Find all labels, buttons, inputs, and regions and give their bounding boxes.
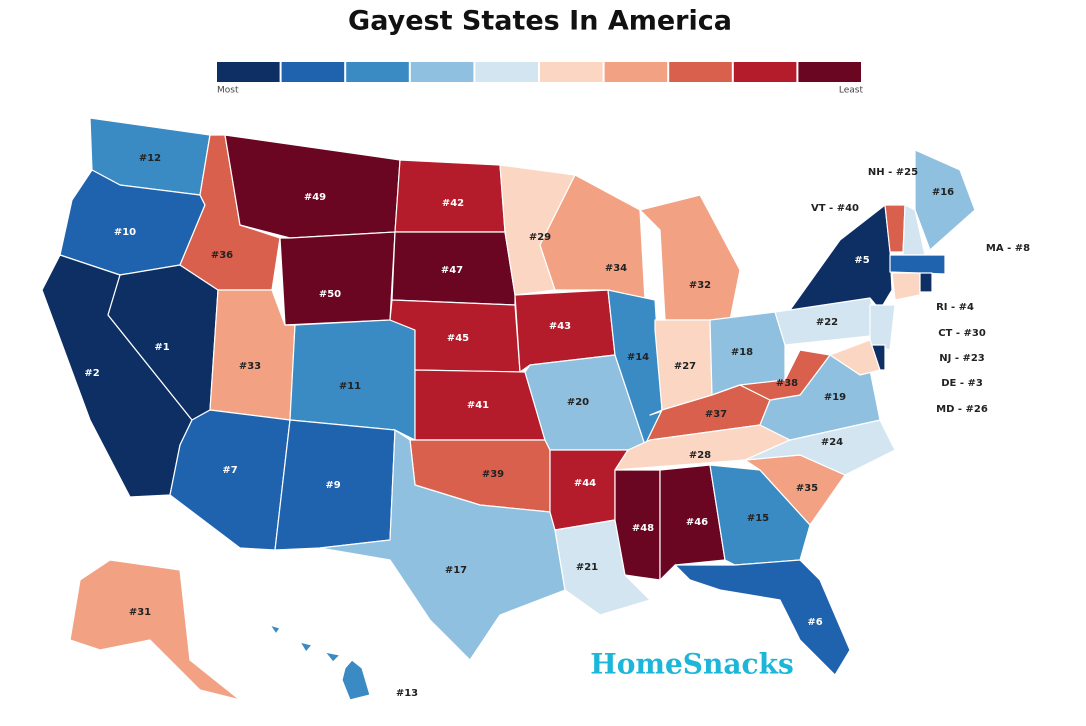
legend-swatch xyxy=(540,62,603,82)
state xyxy=(341,659,371,701)
state-label: #45 xyxy=(447,333,469,344)
state-label: #15 xyxy=(747,513,769,524)
state-label: DE - #3 xyxy=(941,378,983,389)
state-label: #13 xyxy=(396,688,418,699)
state-label: RI - #4 xyxy=(936,302,974,313)
state-label: #18 xyxy=(731,347,753,358)
state-label: #36 xyxy=(211,250,233,261)
state xyxy=(891,272,921,301)
state xyxy=(914,149,976,251)
legend-swatch xyxy=(798,62,861,82)
state xyxy=(919,272,933,293)
state-label: #7 xyxy=(222,465,237,476)
state-label: #34 xyxy=(605,263,627,274)
state-label: MD - #26 xyxy=(936,404,988,415)
state xyxy=(169,409,291,551)
state-label: #46 xyxy=(686,517,708,528)
state-label: NJ - #23 xyxy=(939,353,985,364)
state-label: #42 xyxy=(442,198,464,209)
state xyxy=(279,231,396,326)
state-label: #1 xyxy=(154,342,169,353)
state xyxy=(69,559,241,701)
legend-swatch xyxy=(217,62,280,82)
state-label: CT - #30 xyxy=(938,328,986,339)
labels: #12 #10 #2 #1 #36 #49 #50 #33 #11 #7 #9 #42 #47 #45 #4… xyxy=(84,153,1030,699)
state-label: #39 xyxy=(482,469,504,480)
legend-swatch xyxy=(410,62,474,82)
state-label: #11 xyxy=(339,381,361,392)
state xyxy=(394,159,506,233)
state xyxy=(299,641,313,653)
legend-swatch xyxy=(475,62,538,82)
brand: HomeSnacks xyxy=(590,648,794,681)
state-label: #50 xyxy=(319,289,341,300)
legend-swatch xyxy=(604,62,668,82)
state-label: #17 xyxy=(445,565,467,576)
state xyxy=(674,559,851,676)
state xyxy=(789,204,893,311)
state-label: #37 xyxy=(705,409,727,420)
state-label: #22 xyxy=(816,317,838,328)
state-label: #48 xyxy=(632,523,654,534)
title: Gayest States In America xyxy=(348,6,732,37)
state-label: #43 xyxy=(549,321,571,332)
state xyxy=(869,304,896,351)
state-label: #5 xyxy=(854,255,869,266)
state-label: #6 xyxy=(807,617,822,628)
state-label: #19 xyxy=(824,392,846,403)
state-label: #35 xyxy=(796,483,818,494)
state-label: #14 xyxy=(627,352,649,363)
state-label: #16 xyxy=(932,187,954,198)
state xyxy=(659,464,726,581)
legend-swatch xyxy=(346,62,409,82)
state-label: #28 xyxy=(689,450,711,461)
state-label: #47 xyxy=(441,265,463,276)
state-label: #20 xyxy=(567,397,589,408)
state xyxy=(224,134,401,239)
legend-min-label: Most xyxy=(217,86,239,96)
state-label: #29 xyxy=(529,232,551,243)
state-label: #41 xyxy=(467,400,489,411)
state-label: #9 xyxy=(325,480,340,491)
state xyxy=(889,254,946,275)
state xyxy=(269,624,281,635)
legend-max-label: Least xyxy=(839,86,864,96)
state xyxy=(209,289,296,421)
states xyxy=(41,117,976,701)
state-label: #38 xyxy=(776,378,798,389)
state-label: #21 xyxy=(576,562,598,573)
state xyxy=(614,469,661,581)
state-label: #49 xyxy=(304,192,326,203)
legend-swatch xyxy=(669,62,732,82)
state-label: MA - #8 xyxy=(986,243,1030,254)
state-label: #33 xyxy=(239,361,261,372)
state-label: #27 xyxy=(674,361,696,372)
legend-swatch xyxy=(281,62,345,82)
state-label: #12 xyxy=(139,153,161,164)
state-label: #31 xyxy=(129,607,151,618)
state-label: NH - #25 xyxy=(868,167,918,178)
state-label: #24 xyxy=(821,437,843,448)
legend xyxy=(217,62,861,82)
state xyxy=(829,339,881,376)
state-label: #10 xyxy=(114,227,136,238)
state-label: #2 xyxy=(84,368,99,379)
state-label: #44 xyxy=(574,478,596,489)
state-label: #32 xyxy=(689,280,711,291)
state xyxy=(324,651,341,663)
state-label: VT - #40 xyxy=(811,203,859,214)
state xyxy=(319,429,566,661)
legend-swatch xyxy=(733,62,797,82)
